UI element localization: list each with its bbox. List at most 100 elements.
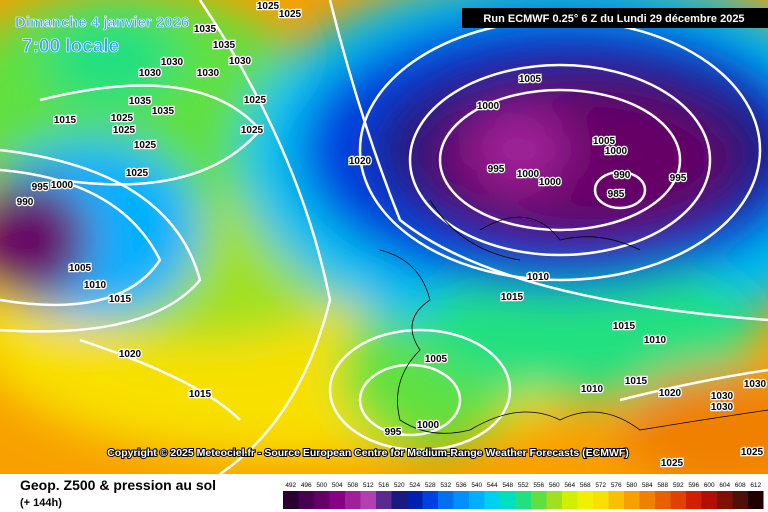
isobar-label: 1005 [69, 263, 92, 274]
isobar-label: 1000 [477, 101, 500, 112]
isobar-label: 1020 [349, 156, 372, 167]
scale-label: 552 [518, 482, 529, 489]
scale-label: 504 [332, 482, 343, 489]
isobar-label: 1025 [126, 168, 149, 179]
scale-label: 576 [611, 482, 622, 489]
isobar-label: 1030 [197, 68, 220, 79]
isobar-label: 985 [608, 189, 625, 200]
scale-swatch [345, 491, 361, 509]
scale-label: 560 [549, 482, 560, 489]
scale-swatch [376, 491, 392, 509]
isobar-label: 990 [614, 170, 631, 181]
scale-swatch [360, 491, 376, 509]
scale-label: 516 [378, 482, 389, 489]
scale-swatch [314, 491, 330, 509]
isobar-label: 1020 [119, 349, 142, 360]
isobar-label: 995 [488, 164, 505, 175]
scale-label: 604 [719, 482, 730, 489]
scale-label: 572 [595, 482, 606, 489]
isobar-label: 1010 [527, 272, 550, 283]
scale-swatch [562, 491, 578, 509]
isobar-label: 1030 [229, 56, 252, 67]
scale-label: 520 [394, 482, 405, 489]
scale-label: 524 [409, 482, 420, 489]
scale-swatch [624, 491, 640, 509]
scale-label: 536 [456, 482, 467, 489]
isobar-label: 1025 [241, 125, 264, 136]
scale-label: 540 [471, 482, 482, 489]
isobar-label: 995 [670, 173, 687, 184]
scale-swatch [608, 491, 624, 509]
scale-label: 556 [533, 482, 544, 489]
scale-swatch [391, 491, 407, 509]
scale-swatch [686, 491, 702, 509]
isobar-label: 1035 [194, 24, 217, 35]
isobars [0, 0, 768, 474]
isobar-label: 1025 [661, 458, 684, 469]
isobar-label: 1035 [129, 96, 152, 107]
scale-label: 600 [704, 482, 715, 489]
scale-swatch [484, 491, 500, 509]
scale-swatch [748, 491, 764, 509]
scale-label: 564 [564, 482, 575, 489]
scale-label: 548 [502, 482, 513, 489]
isobar-label: 1000 [51, 180, 74, 191]
scale-label: 568 [580, 482, 591, 489]
isobar-label: 1020 [659, 388, 682, 399]
copyright: Copyright © 2025 Meteociel.fr - Source E… [107, 447, 629, 459]
isobar-label: 1010 [644, 335, 667, 346]
scale-label: 512 [363, 482, 374, 489]
isobar-label: 1035 [152, 106, 175, 117]
scale-label: 496 [301, 482, 312, 489]
isobar-label: 1025 [134, 140, 157, 151]
isobar-label: 1015 [54, 115, 77, 126]
isobar-label: 1025 [244, 95, 267, 106]
scale-label: 580 [626, 482, 637, 489]
scale-label: 492 [285, 482, 296, 489]
footer-lead: (+ 144h) [20, 497, 62, 509]
run-banner [462, 8, 768, 28]
scale-swatch [329, 491, 345, 509]
scale-label: 544 [487, 482, 498, 489]
isobar-label: 1025 [279, 9, 302, 20]
isobar-label: 1035 [213, 40, 236, 51]
isobar-label: 1025 [113, 125, 136, 136]
scale-swatch [283, 491, 299, 509]
scale-label: 532 [440, 482, 451, 489]
isobar-label: 990 [17, 197, 34, 208]
scale-swatch [531, 491, 547, 509]
scale-swatch [717, 491, 733, 509]
isobar-label: 995 [385, 427, 402, 438]
isobar-label: 1000 [539, 177, 562, 188]
isobar-label: 1030 [139, 68, 162, 79]
scale-label: 508 [347, 482, 358, 489]
coastlines [379, 199, 768, 434]
isobar-label: 1025 [741, 447, 764, 458]
scale-swatch [670, 491, 686, 509]
isobar-label: 1005 [425, 354, 448, 365]
isobar-label: 1005 [593, 136, 616, 147]
isobar-label: 1015 [625, 376, 648, 387]
field [0, 0, 768, 474]
scale-label: 612 [750, 482, 761, 489]
scale-label: 500 [316, 482, 327, 489]
scale-swatch [407, 491, 423, 509]
isobar-label: 1010 [84, 280, 107, 291]
run-info: Run ECMWF 0.25° 6 Z du Lundi 29 décembre… [483, 13, 744, 25]
isobar-label: 1005 [519, 74, 542, 85]
scale-swatch [453, 491, 469, 509]
isobar-label: 1000 [517, 169, 540, 180]
scale-swatch [577, 491, 593, 509]
scale-label: 592 [673, 482, 684, 489]
isobar-label: 1025 [111, 113, 134, 124]
scale-swatch [298, 491, 314, 509]
forecast-time: 7:00 locale [22, 36, 119, 57]
isobar-label: 1000 [605, 146, 628, 157]
scale-swatch [655, 491, 671, 509]
isobar-label: 1030 [744, 379, 767, 390]
scale-swatch [438, 491, 454, 509]
isobar-label: 1010 [581, 384, 604, 395]
scale-swatch [546, 491, 562, 509]
forecast-date: Dimanche 4 janvier 2026 [15, 14, 189, 31]
scale-swatch [500, 491, 516, 509]
